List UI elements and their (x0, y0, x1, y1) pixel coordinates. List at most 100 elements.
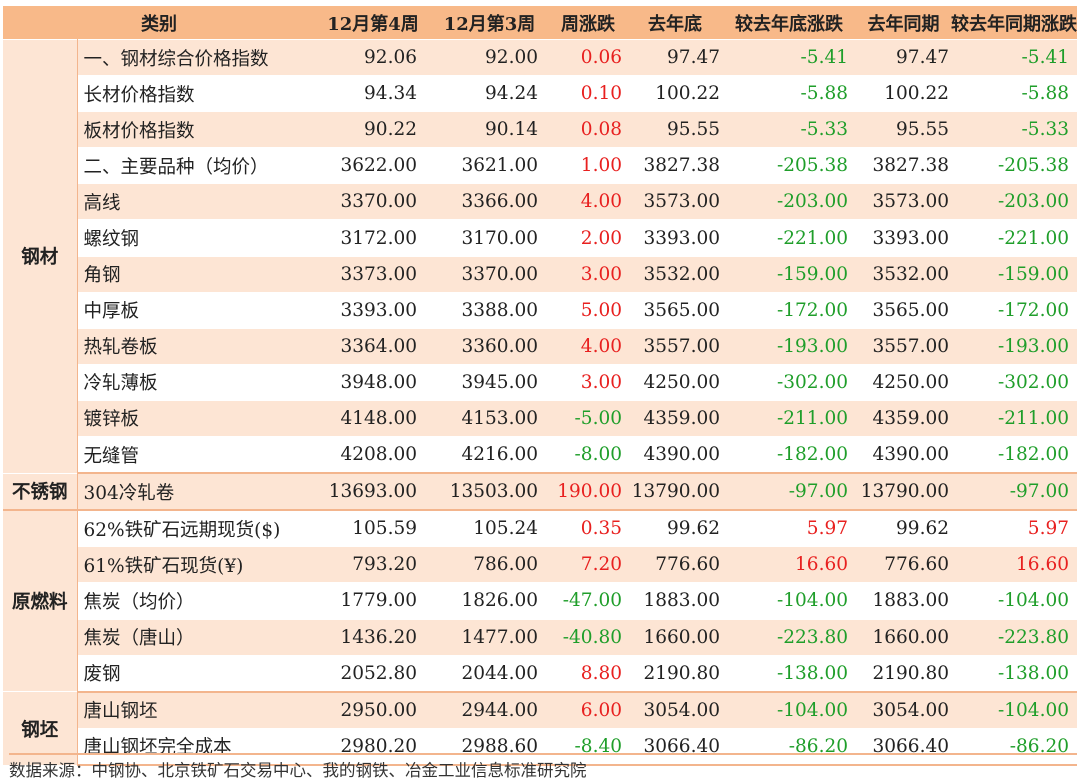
value-cell: 3393.00 (315, 291, 431, 329)
item-name-cell: 唐山钢坯 (77, 691, 315, 729)
item-name-cell: 61%铁矿石现货(¥) (77, 546, 315, 583)
value-cell: 3066.40 (628, 727, 722, 766)
value-cell: -211.00 (722, 399, 856, 437)
value-cell: -86.20 (722, 727, 856, 766)
value-cell: 13790.00 (628, 472, 722, 512)
value-cell: 4359.00 (856, 399, 951, 437)
header-weekly-change: 周涨跌 (548, 6, 628, 40)
value-cell: 3172.00 (315, 219, 431, 257)
value-cell: -221.00 (722, 219, 856, 257)
item-name-cell: 62%铁矿石远期现货($) (77, 509, 315, 547)
value-cell: 13693.00 (315, 472, 431, 512)
value-cell: -203.00 (951, 183, 1077, 220)
value-cell: -5.41 (722, 38, 856, 76)
value-cell: -138.00 (722, 654, 856, 693)
value-cell: 2052.80 (315, 654, 431, 693)
value-cell: -47.00 (548, 582, 628, 619)
value-cell: -302.00 (951, 363, 1077, 401)
item-name-cell: 镀锌板 (77, 399, 315, 437)
value-cell: -159.00 (722, 255, 856, 293)
table-row: 螺纹钢 3172.00 3170.00 2.00 3393.00 -221.00 3393.… (3, 219, 1077, 257)
item-name-cell: 二、主要品种（均价） (77, 147, 315, 184)
value-cell: 97.47 (628, 38, 722, 76)
price-table-container: 类别 12月第4周 12月第3周 周涨跌 去年底 较去年底涨跌 去年同期 较去年… (3, 6, 1077, 780)
value-cell: -5.33 (722, 111, 856, 148)
table-row: 废钢 2052.80 2044.00 8.80 2190.80 -138.00 2190.8… (3, 654, 1077, 693)
value-cell: -182.00 (951, 436, 1077, 475)
value-cell: 3054.00 (628, 691, 722, 729)
value-cell: 190.00 (548, 472, 628, 512)
header-last-year-end: 去年底 (628, 6, 722, 40)
value-cell: 2950.00 (315, 691, 431, 729)
value-cell: 4208.00 (315, 436, 431, 475)
value-cell: -5.41 (951, 38, 1077, 76)
value-cell: 3621.00 (431, 147, 548, 184)
value-cell: -205.38 (722, 147, 856, 184)
value-cell: 3370.00 (431, 255, 548, 293)
value-cell: 16.60 (722, 546, 856, 583)
table-row: 高线 3370.00 3366.00 4.00 3573.00 -203.00 3573.0… (3, 183, 1077, 220)
value-cell: -159.00 (951, 255, 1077, 293)
item-name-cell: 中厚板 (77, 291, 315, 329)
value-cell: 3945.00 (431, 363, 548, 401)
value-cell: 0.10 (548, 75, 628, 112)
value-cell: 3393.00 (856, 219, 951, 257)
value-cell: -104.00 (951, 582, 1077, 619)
value-cell: -172.00 (951, 291, 1077, 329)
value-cell: -104.00 (722, 582, 856, 619)
header-week3: 12月第3周 (431, 6, 548, 40)
value-cell: 4250.00 (856, 363, 951, 401)
value-cell: 2980.20 (315, 727, 431, 766)
value-cell: 92.06 (315, 38, 431, 76)
table-header: 类别 12月第4周 12月第3周 周涨跌 去年底 较去年底涨跌 去年同期 较去年… (3, 6, 1077, 40)
table-row: 热轧卷板 3364.00 3360.00 4.00 3557.00 -193.00 3557… (3, 327, 1077, 365)
value-cell: 99.62 (628, 509, 722, 547)
value-cell: 1883.00 (628, 582, 722, 619)
value-cell: 4390.00 (856, 436, 951, 475)
value-cell: 1883.00 (856, 582, 951, 619)
value-cell: 4148.00 (315, 399, 431, 437)
value-cell: 6.00 (548, 691, 628, 729)
value-cell: 3364.00 (315, 327, 431, 365)
table-row: 无缝管 4208.00 4216.00 -8.00 4390.00 -182.00 4390… (3, 436, 1077, 475)
value-cell: -5.33 (951, 111, 1077, 148)
table-row: 镀锌板 4148.00 4153.00 -5.00 4359.00 -211.00 4359… (3, 399, 1077, 437)
value-cell: 3557.00 (856, 327, 951, 365)
value-cell: 13790.00 (856, 472, 951, 512)
value-cell: -5.88 (951, 75, 1077, 112)
value-cell: -40.80 (548, 618, 628, 656)
value-cell: 1477.00 (431, 618, 548, 656)
item-name-cell: 304冷轧卷 (77, 472, 315, 512)
value-cell: 4359.00 (628, 399, 722, 437)
value-cell: 4390.00 (628, 436, 722, 475)
table-row: 长材价格指数 94.34 94.24 0.10 100.22 -5.88 100.22 -5.… (3, 75, 1077, 112)
value-cell: 0.08 (548, 111, 628, 148)
value-cell: 100.22 (628, 75, 722, 112)
value-cell: 105.24 (431, 509, 548, 547)
table-row: 唐山钢坯完全成本 2980.20 2988.60 -8.40 3066.40 -86.20… (3, 727, 1077, 766)
value-cell: 3565.00 (628, 291, 722, 329)
category-cell: 钢材 (3, 39, 78, 474)
value-cell: -211.00 (951, 399, 1077, 437)
value-cell: -8.00 (548, 436, 628, 475)
value-cell: 99.62 (856, 509, 951, 547)
value-cell: -182.00 (722, 436, 856, 475)
value-cell: 4.00 (548, 183, 628, 220)
header-week4: 12月第4周 (315, 6, 431, 40)
value-cell: 3066.40 (856, 727, 951, 766)
table-row: 冷轧薄板 3948.00 3945.00 3.00 4250.00 -302.00 4250… (3, 363, 1077, 401)
table-row: 原燃料 62%铁矿石远期现货($) 105.59 105.24 0.35 99.62 5.9… (3, 509, 1077, 692)
value-cell: 105.59 (315, 509, 431, 547)
value-cell: 3054.00 (856, 691, 951, 729)
value-cell: 2044.00 (431, 654, 548, 693)
table-row: 二、主要品种（均价） 3622.00 3621.00 1.00 3827.38 -205.… (3, 147, 1077, 184)
value-cell: 95.55 (628, 111, 722, 148)
table-row: 钢材 一、钢材综合价格指数 92.06 92.00 0.06 97.47 -5.41 97.4… (3, 38, 1077, 474)
value-cell: 2190.80 (628, 654, 722, 693)
value-cell: 13503.00 (431, 472, 548, 512)
value-cell: 3370.00 (315, 183, 431, 220)
value-cell: 3622.00 (315, 147, 431, 184)
value-cell: 0.35 (548, 509, 628, 547)
item-name-cell: 无缝管 (77, 436, 315, 475)
item-name-cell: 焦炭（均价） (77, 582, 315, 619)
